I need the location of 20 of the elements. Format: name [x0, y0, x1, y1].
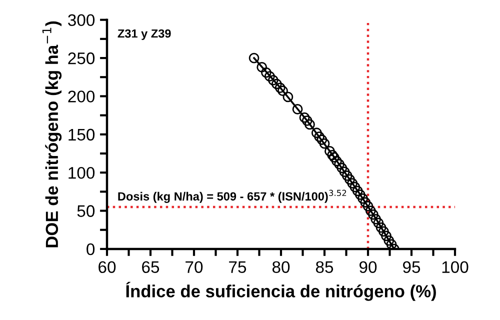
x-tick-label: 100 — [442, 261, 468, 274]
x-tick-label: 70 — [186, 261, 203, 274]
annotation: Z31 y Z39 — [118, 29, 171, 40]
annotation: Dosis (kg N/ha) = 509 - 657 * (ISN/100)$^{3.52}$ — [118, 190, 346, 203]
x-tick-label: 65 — [142, 261, 160, 274]
x-tick-label: 95 — [403, 261, 420, 274]
x-tick-label: 75 — [229, 261, 246, 274]
y-tick-label: 150 — [68, 128, 95, 141]
y-axis-title: DOE de nitrógeno (kg ha$^{−1}$) — [42, 21, 62, 248]
y-tick-label: 50 — [77, 205, 95, 217]
y-tick-label: 250 — [68, 52, 95, 64]
y-tick-label: 100 — [68, 166, 95, 179]
x-tick-label: 90 — [360, 261, 377, 274]
x-tick-label: 85 — [316, 261, 334, 274]
x-axis-title: Índice de suficiencia de nitrógeno (%) — [126, 282, 436, 301]
y-tick-label: 200 — [68, 90, 95, 102]
y-tick-label: 300 — [68, 14, 95, 26]
x-tick-label: 60 — [98, 261, 116, 274]
y-tick-label: 0 — [86, 243, 95, 256]
x-tick-label: 80 — [272, 261, 290, 274]
